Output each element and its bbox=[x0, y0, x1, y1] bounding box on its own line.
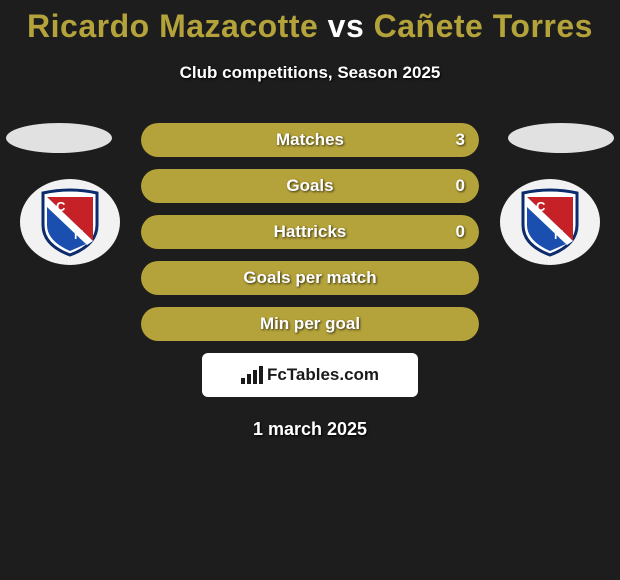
player-photo-placeholder-left bbox=[6, 123, 112, 153]
club-badge-right: C N bbox=[500, 179, 600, 265]
svg-text:N: N bbox=[554, 227, 563, 242]
stat-label: Hattricks bbox=[141, 215, 479, 249]
stat-value: 0 bbox=[456, 169, 465, 203]
stat-row-goals: Goals 0 bbox=[141, 169, 479, 203]
stat-row-hattricks: Hattricks 0 bbox=[141, 215, 479, 249]
stat-label: Matches bbox=[141, 123, 479, 157]
stats-bars: Matches 3 Goals 0 Hattricks 0 Goals per … bbox=[141, 123, 479, 341]
svg-text:N: N bbox=[74, 227, 83, 242]
stat-row-min-per-goal: Min per goal bbox=[141, 307, 479, 341]
footer-date: 1 march 2025 bbox=[0, 419, 620, 440]
subtitle: Club competitions, Season 2025 bbox=[0, 63, 620, 83]
stat-value: 0 bbox=[456, 215, 465, 249]
club-badge-left: C N bbox=[20, 179, 120, 265]
stat-label: Goals bbox=[141, 169, 479, 203]
page-title: Ricardo Mazacotte vs Cañete Torres bbox=[0, 0, 620, 45]
content-region: C N C N Matches 3 Goals 0 bbox=[0, 123, 620, 440]
player-photo-placeholder-right bbox=[508, 123, 614, 153]
svg-text:C: C bbox=[536, 199, 546, 214]
attribution-text: FcTables.com bbox=[267, 365, 379, 385]
attribution-badge[interactable]: FcTables.com bbox=[202, 353, 418, 397]
title-vs: vs bbox=[328, 8, 365, 44]
title-player1: Ricardo Mazacotte bbox=[27, 8, 318, 44]
stat-value: 3 bbox=[456, 123, 465, 157]
stat-label: Min per goal bbox=[141, 307, 479, 341]
club-shield-icon: C N bbox=[39, 187, 101, 257]
stat-row-matches: Matches 3 bbox=[141, 123, 479, 157]
svg-text:C: C bbox=[56, 199, 66, 214]
title-player2: Cañete Torres bbox=[374, 8, 593, 44]
bar-chart-icon bbox=[241, 366, 263, 384]
stat-row-goals-per-match: Goals per match bbox=[141, 261, 479, 295]
stat-label: Goals per match bbox=[141, 261, 479, 295]
club-shield-icon: C N bbox=[519, 187, 581, 257]
